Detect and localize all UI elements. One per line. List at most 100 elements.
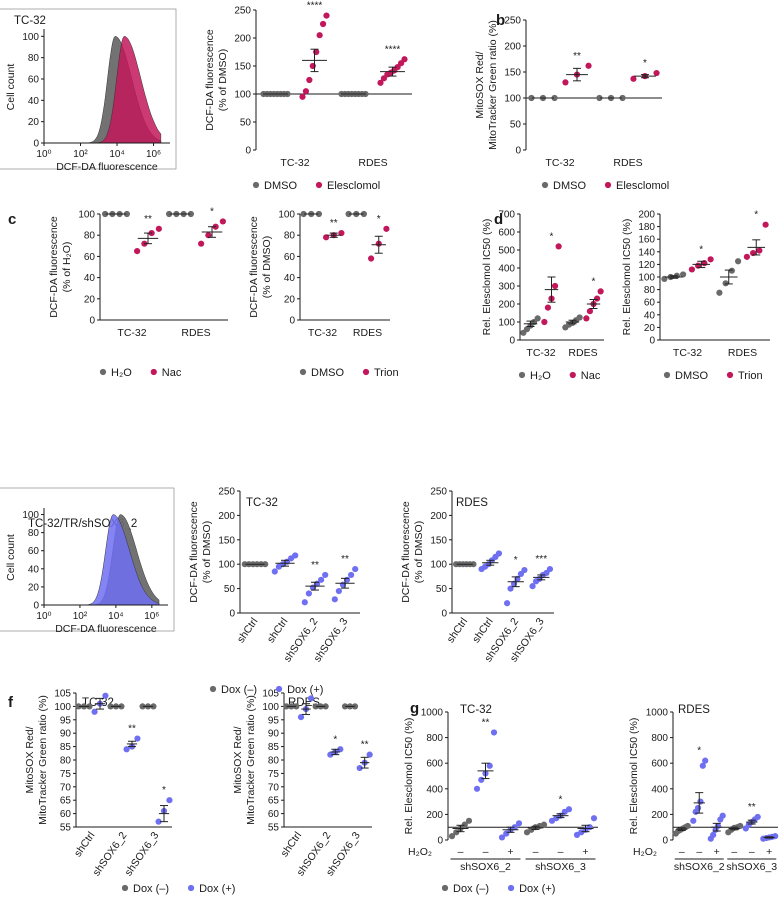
e_rdes-y-tick-label: 200 (430, 511, 447, 522)
d1-y-tick-label: 400 (498, 264, 515, 275)
b-y-axis-label: MitoSOX Red/ (474, 51, 486, 118)
d2-category-label: RDES (728, 347, 757, 359)
g_rdes-h2o2-sign: – (696, 846, 702, 858)
g_rdes-h2o2-sign: – (749, 846, 755, 858)
legend-e-marker (275, 685, 283, 693)
e_tc32-y-tick-label: 200 (218, 511, 235, 522)
f_rdes-y-tick-label: 60 (268, 809, 280, 820)
f_tc32-data-point (123, 746, 130, 753)
f_tc32-y-tick-label: 85 (60, 742, 72, 753)
d2-y-tick-label: 100 (638, 273, 655, 284)
c2-data-point (383, 225, 390, 232)
a_hist-y-tick-label: 0 (33, 139, 39, 150)
a_scatter-data-point (323, 12, 330, 19)
g_tc32-data-point (453, 829, 460, 836)
f_rdes-significance-label: ** (361, 740, 369, 751)
legend-e-marker (209, 685, 217, 693)
e_rdes-significance-label: *** (535, 554, 547, 565)
e_rdes-y-axis-label: (% of DMSO) (413, 521, 425, 583)
d2-y-tick-label: 40 (644, 310, 656, 321)
d2-data-point (735, 258, 742, 265)
b-panel-label: b (496, 12, 505, 29)
b-significance-label: * (643, 58, 647, 69)
f_rdes-category-label: shCtrl (279, 830, 305, 859)
f_rdes-data-point (327, 751, 334, 758)
e_tc32-data-point (331, 596, 338, 603)
d2-data-point (716, 289, 723, 296)
c2-y-tick-label: 0 (289, 316, 295, 327)
g_tc32-y-tick-label: 0 (437, 836, 443, 847)
g_tc32-data-point (490, 729, 498, 736)
e_hist-x-tick-label: 10⁰ (36, 611, 51, 622)
e_tc32-data-point (322, 571, 329, 579)
legend-c2-label: DMSO (311, 367, 344, 379)
e_rdes-y-tick-label: 0 (441, 609, 447, 620)
g_tc32-data-point (461, 821, 468, 828)
e_tc32-title: TC-32 (246, 497, 278, 509)
c1-data-point (166, 210, 173, 218)
e_hist-histogram-treatment (76, 514, 160, 606)
d1-significance-label: * (592, 276, 596, 287)
f_tc32-significance-label: ** (128, 724, 136, 735)
e_tc32-significance-label: ** (311, 560, 319, 571)
a_scatter-y-tick-label: 50 (240, 118, 252, 129)
g_rdes-data-point (694, 804, 702, 812)
d1-y-tick-label: 300 (498, 282, 515, 293)
e_tc32-data-point (292, 552, 299, 559)
d2-data-point (680, 271, 687, 278)
g_tc32-category-label: shSOX6_2 (460, 861, 511, 873)
d2-y-tick-label: 200 (638, 210, 655, 221)
g_rdes-y-tick-label: 800 (651, 733, 668, 744)
g_tc32-h2o2-sign: + (582, 846, 588, 858)
d2-y-tick-label: 0 (649, 336, 655, 347)
d1-y-tick-label: 200 (498, 300, 515, 311)
f_tc32-data-point (86, 703, 93, 710)
c1-data-point (102, 210, 109, 218)
a_scatter-data-point (306, 76, 313, 84)
c1-panel-label: c (8, 211, 16, 228)
a_hist-x-tick-label: 10⁶ (146, 149, 161, 160)
legend-g-marker (441, 884, 449, 892)
c2-data-point (315, 210, 322, 218)
d1-data-point (541, 318, 548, 326)
g_rdes-h2o2-label: H₂O₂ (633, 846, 657, 858)
f_rdes-y-tick-label: 90 (268, 729, 280, 740)
legend-c1-marker (150, 368, 157, 376)
b-significance-label: ** (573, 51, 581, 62)
f_tc32-y-tick-label: 60 (60, 809, 72, 820)
b-data-point (619, 94, 626, 102)
f_rdes-y-tick-label: 75 (268, 769, 280, 780)
a_hist-y-tick-label: 80 (28, 53, 40, 64)
c1-y-tick-label: 20 (84, 294, 96, 305)
e_rdes-data-point (470, 561, 477, 568)
f_tc32-y-tick-label: 75 (60, 769, 72, 780)
c1-y-tick-label: 0 (89, 316, 95, 327)
e_hist-y-tick-label: 100 (22, 510, 39, 521)
e_rdes-y-tick-label: 100 (430, 560, 447, 571)
d2-y-tick-label: 80 (644, 285, 656, 296)
f_rdes-significance-label: * (333, 734, 337, 745)
legend-f-label: Dox (+) (199, 883, 235, 895)
b-y-tick-label: 100 (504, 94, 521, 105)
d1-data-point (597, 288, 604, 295)
legend-f-marker (121, 884, 129, 892)
d1-y-tick-label: 700 (498, 210, 515, 221)
legend-d2-marker (726, 371, 734, 379)
a_scatter-y-tick-label: 200 (234, 34, 251, 45)
f_tc32-category-label: shCtrl (72, 830, 98, 859)
e_tc32-significance-label: ** (341, 554, 349, 565)
f_rdes-y-tick-label: 70 (268, 782, 280, 793)
legend-c1-label: Nac (162, 367, 182, 379)
d2-significance-label: * (699, 244, 703, 255)
b-data-point (562, 79, 569, 86)
g_tc32-panel-label: g (410, 700, 419, 717)
e_rdes-data-point (546, 565, 554, 573)
legend-a-marker (315, 181, 323, 189)
e_tc32-y-tick-label: 0 (229, 609, 235, 620)
f_tc32-y-tick-label: 105 (54, 689, 71, 700)
e_rdes-category-label: shCtrl (470, 616, 496, 645)
e_rdes-y-tick-label: 150 (430, 535, 447, 546)
f_tc32-y-tick-label: 90 (60, 729, 72, 740)
f_rdes-y-tick-label: 80 (268, 756, 280, 767)
d2-data-point (722, 280, 729, 287)
